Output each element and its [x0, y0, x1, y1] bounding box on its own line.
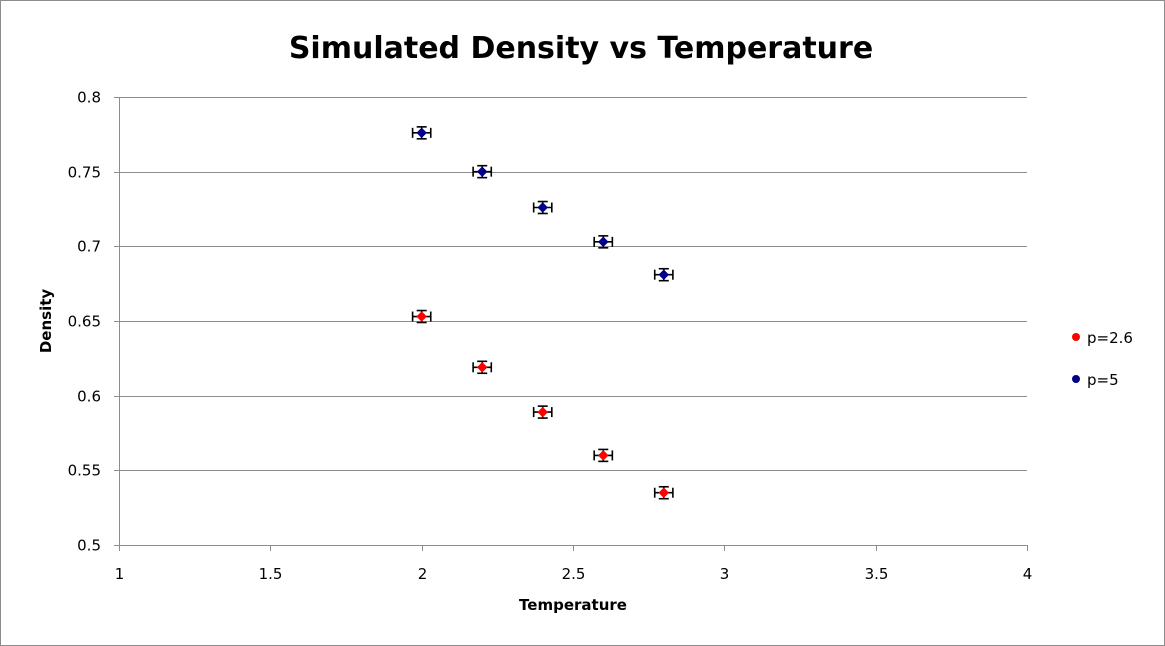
y-tick-label: 0.75: [68, 164, 101, 182]
data-point-series-1: [597, 236, 609, 248]
data-point-series-0: [597, 450, 609, 461]
y-tick-label: 0.8: [77, 89, 101, 107]
data-point-series-1: [658, 269, 670, 281]
chart-title: Simulated Density vs Temperature: [289, 31, 873, 66]
data-points: [416, 127, 670, 499]
legend-label: p=2.6: [1087, 329, 1133, 347]
data-point-series-0: [416, 311, 428, 322]
data-point-series-1: [416, 127, 428, 139]
x-tick-label: 1: [115, 565, 125, 583]
data-point-series-0: [537, 406, 549, 418]
legend-marker: [1072, 375, 1080, 383]
gridlines: [119, 97, 1027, 471]
data-point-series-1: [537, 202, 549, 213]
legend-entry: p=5: [1072, 371, 1119, 389]
x-tick-label: 1.5: [259, 565, 283, 583]
x-axis-ticks: 1 1.5 2 2.5 3 3.5 4: [115, 545, 1033, 583]
legend-label: p=5: [1087, 371, 1119, 389]
x-tick-label: 4: [1023, 565, 1033, 583]
y-axis-ticks: 0.5 0.55 0.6 0.65 0.7 0.75 0.8: [68, 89, 119, 555]
legend-marker: [1072, 333, 1080, 341]
legend-entry: p=2.6: [1072, 329, 1133, 347]
x-tick-label: 2: [418, 565, 428, 583]
x-tick-label: 3: [720, 565, 730, 583]
x-tick-label: 2.5: [562, 565, 586, 583]
y-tick-label: 0.55: [68, 462, 101, 480]
y-tick-label: 0.6: [77, 388, 101, 406]
y-axis-title: Density: [37, 289, 55, 354]
y-tick-label: 0.5: [77, 537, 101, 555]
y-tick-label: 0.65: [68, 313, 101, 331]
data-point-series-0: [658, 487, 670, 499]
y-tick-label: 0.7: [77, 238, 101, 256]
data-point-series-0: [476, 361, 488, 373]
x-axis-title: Temperature: [519, 596, 627, 614]
data-point-series-1: [476, 166, 488, 178]
x-tick-label: 3.5: [865, 565, 889, 583]
legend: p=2.6 p=5: [1072, 329, 1133, 389]
error-bars: [411, 126, 674, 500]
